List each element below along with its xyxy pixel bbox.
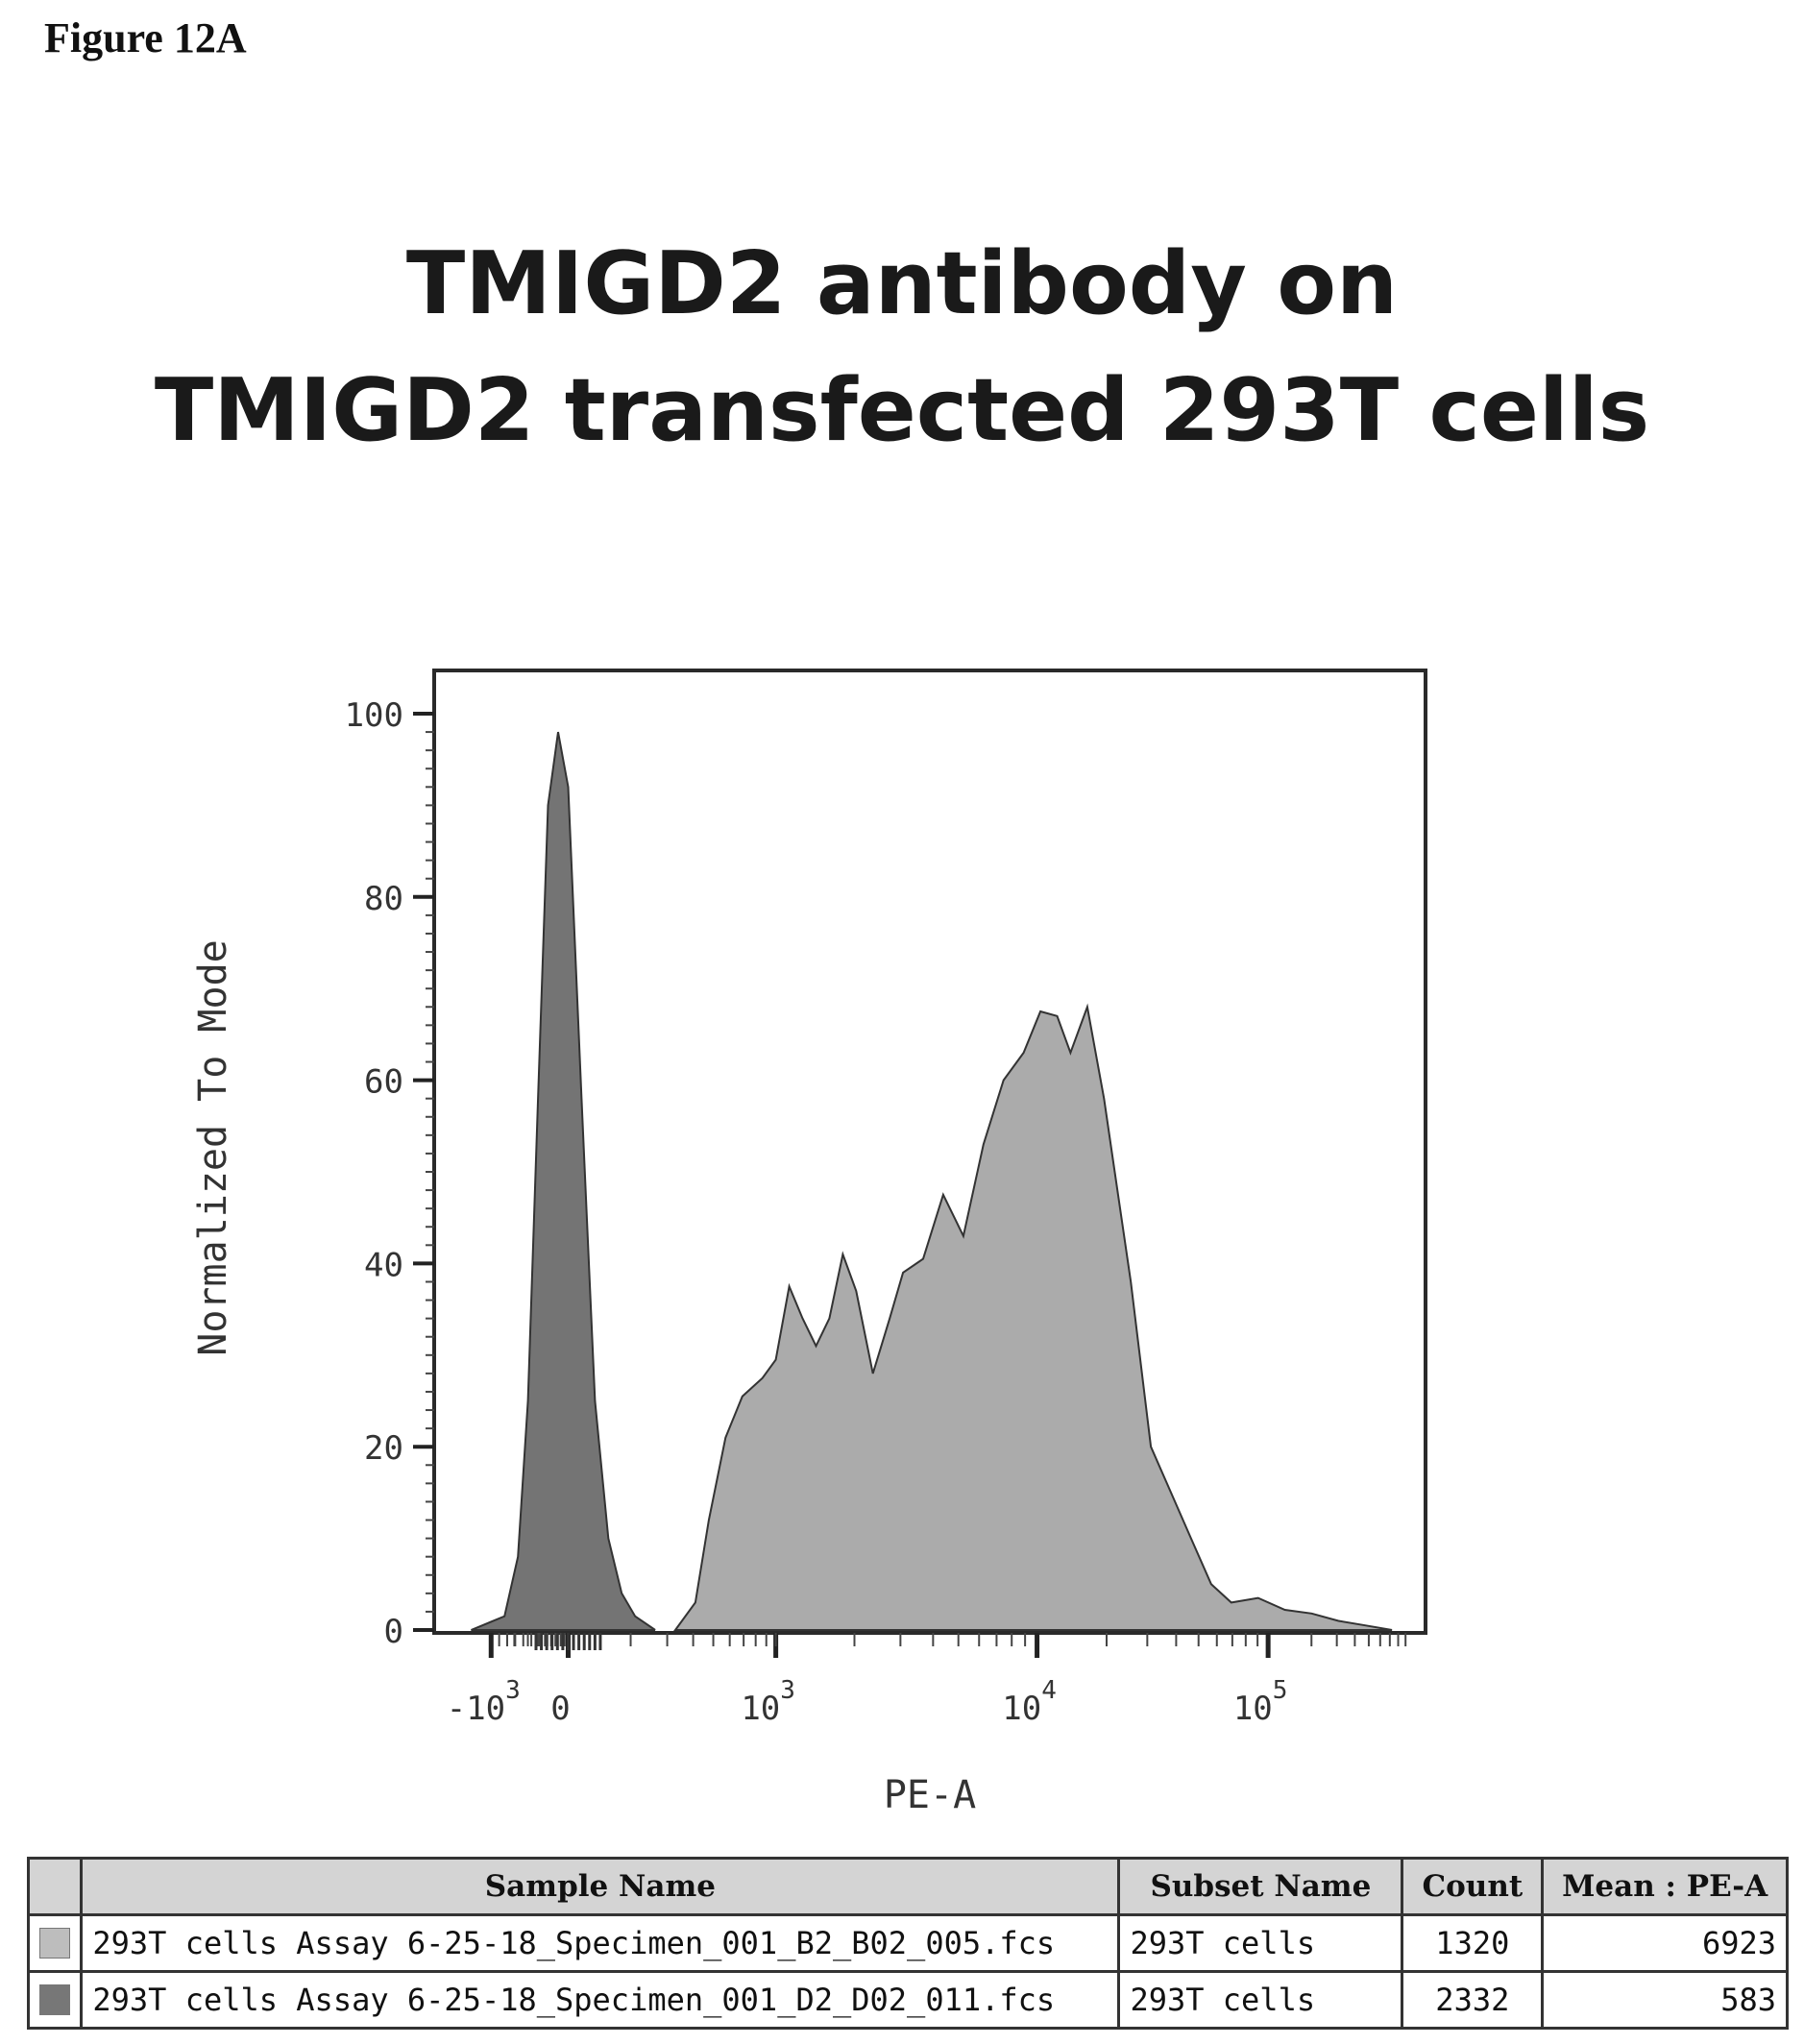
header-swatch — [26, 1857, 84, 1916]
y-tick-label: 0 — [384, 1613, 403, 1651]
mean-cell: 6923 — [1541, 1913, 1789, 1973]
y-tick-label: 40 — [364, 1246, 403, 1284]
table-row[interactable]: 293T cells Assay 6-25-18_Specimen_001_D2… — [26, 1970, 1789, 2030]
table-row[interactable]: 293T cells Assay 6-25-18_Specimen_001_B2… — [26, 1913, 1789, 1973]
x-tick-label: 104 — [1002, 1676, 1057, 1728]
header-subset-name[interactable]: Subset Name — [1117, 1857, 1404, 1916]
y-tick-label: 80 — [364, 880, 403, 918]
histogram-chart: 0 20 40 60 80 100 -103 0 103 104 105 PE-A Normali… — [191, 669, 1427, 1817]
x-tick-label: 103 — [741, 1676, 795, 1728]
plot-frame — [432, 669, 1427, 1635]
x-axis-label: PE-A — [884, 1773, 976, 1817]
color-swatch — [39, 1928, 71, 1959]
header-sample-name[interactable]: Sample Name — [80, 1857, 1121, 1916]
color-swatch — [39, 1984, 71, 2015]
row-swatch-cell — [26, 1970, 84, 2030]
sample-name-cell: 293T cells Assay 6-25-18_Specimen_001_B2… — [80, 1913, 1121, 1973]
header-mean-pe-a[interactable]: Mean : PE-A — [1541, 1857, 1789, 1916]
figure-label: Figure 12A — [44, 14, 247, 61]
histogram-series-2 — [471, 731, 656, 1631]
header-count[interactable]: Count — [1401, 1857, 1545, 1916]
sample-table: Sample Name Subset Name Count Mean : PE-… — [26, 1857, 1789, 2030]
x-tick-label: -103 — [447, 1676, 521, 1728]
chart-title: TMIGD2 antibody on TMIGD2 transfected 29… — [0, 221, 1804, 474]
y-tick-label: 100 — [345, 696, 403, 735]
chart-title-line-2: TMIGD2 transfected 293T cells — [154, 360, 1650, 461]
count-cell: 1320 — [1401, 1913, 1545, 1973]
y-tick-label: 20 — [364, 1429, 403, 1468]
y-axis-label: Normalized To Mode — [191, 939, 235, 1355]
subset-name-cell: 293T cells — [1117, 1970, 1404, 2030]
sample-name-cell: 293T cells Assay 6-25-18_Specimen_001_D2… — [80, 1970, 1121, 2030]
table-header-row: Sample Name Subset Name Count Mean : PE-… — [26, 1857, 1789, 1916]
chart-title-line-1: TMIGD2 antibody on — [405, 233, 1399, 334]
row-swatch-cell — [26, 1913, 84, 1973]
histogram-series-1 — [673, 1003, 1393, 1631]
subset-name-cell: 293T cells — [1117, 1913, 1404, 1973]
mean-cell: 583 — [1541, 1970, 1789, 2030]
y-tick-label: 60 — [364, 1063, 403, 1102]
x-tick-label: 0 — [550, 1690, 570, 1728]
count-cell: 2332 — [1401, 1970, 1545, 2030]
x-tick-label: 105 — [1233, 1676, 1288, 1728]
